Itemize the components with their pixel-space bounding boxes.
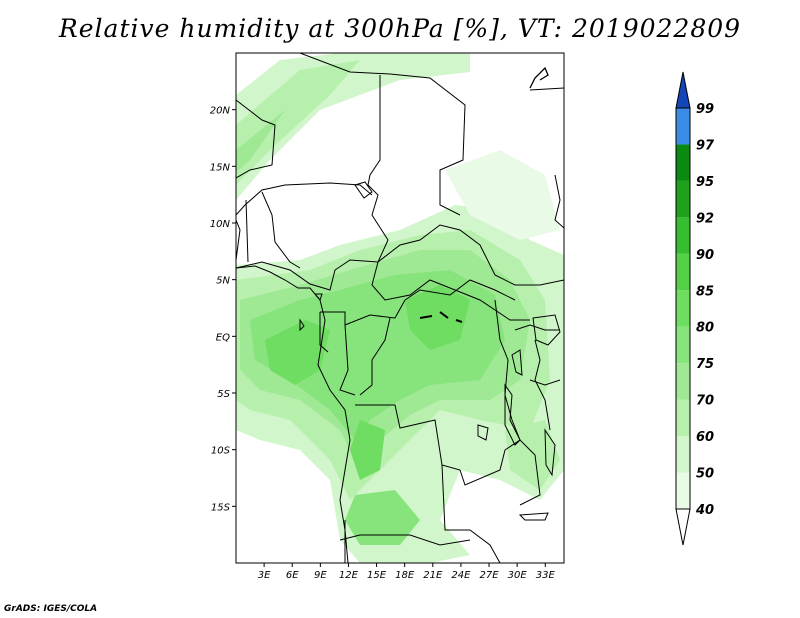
lat-tick-label: 15S (211, 502, 231, 513)
colorbar-under-arrow (675, 508, 691, 546)
latitude-axis: 20N 15N 10N 5N EQ 5S 10S 15S (210, 106, 236, 513)
country-borders (236, 53, 564, 563)
lon-tick-label: 21E (423, 570, 443, 581)
colorbar-level-label: 99 (696, 102, 714, 117)
colorbar-box (676, 399, 690, 437)
colorbar-level-label: 92 (696, 211, 714, 226)
lake-malawi (544, 428, 556, 477)
lat-tick-label: 15N (210, 162, 231, 173)
colorbar-box (676, 180, 690, 218)
lon-tick-label: 27E (480, 570, 500, 581)
colorbar-box (676, 253, 690, 291)
colorbar-frame (675, 107, 691, 510)
colorbar-level-label: 97 (696, 138, 715, 153)
colorbar-box (676, 436, 690, 473)
lake-kariba (518, 512, 549, 521)
lat-tick-label: 10S (211, 446, 231, 457)
colorbar-level-label: 60 (696, 430, 714, 445)
coastline-atlantic (236, 265, 351, 563)
river-congo-mark (419, 311, 463, 323)
colorbar-box (676, 217, 690, 254)
lat-tick-label: 10N (210, 219, 231, 230)
colorbar-level-label: 70 (696, 394, 714, 409)
lake-albert (511, 349, 523, 376)
longitude-axis: 3E 6E 9E 12E 15E 18E 21E 24E 27E 30E 33E (258, 563, 556, 581)
lon-tick-label: 30E (508, 570, 528, 581)
lon-tick-label: 9E (314, 570, 327, 581)
colorbar-over-arrow (675, 71, 691, 109)
colorbar-level-label: 85 (696, 284, 714, 299)
lat-tick-label: 20N (210, 106, 231, 117)
lon-tick-label: 12E (339, 570, 359, 581)
colorbar-box (676, 144, 690, 181)
colorbar-level-label: 75 (696, 357, 714, 372)
lon-tick-label: 24E (451, 570, 471, 581)
lon-tick-label: 33E (536, 570, 556, 581)
map-title: Relative humidity at 300hPa [%], VT: 201… (58, 14, 742, 43)
colorbar-box (676, 472, 690, 509)
colorbar-box (676, 290, 690, 327)
grads-credit: GrADS: IGES/COLA (4, 604, 98, 614)
lake-mweru (477, 424, 489, 441)
colorbar-box (676, 363, 690, 400)
colorbar-level-label: 50 (696, 467, 714, 482)
colorbar-level-label: 95 (696, 175, 714, 190)
colorbar-level-label: 90 (696, 248, 714, 263)
lat-tick-label: 5N (216, 276, 230, 287)
colorbar: 40 50 60 70 75 80 85 90 92 95 97 99 (675, 71, 715, 546)
lake-chad (354, 181, 373, 199)
lat-tick-label: 5S (217, 389, 230, 400)
lon-tick-label: 18E (395, 570, 415, 581)
lake-tanganyika (504, 383, 521, 446)
lon-tick-label: 15E (367, 570, 387, 581)
colorbar-level-label: 40 (695, 503, 714, 518)
coastline-west-africa (235, 219, 241, 261)
lon-tick-label: 3E (258, 570, 271, 581)
colorbar-box (676, 326, 690, 364)
map-frame (235, 52, 565, 564)
lake-victoria (532, 314, 561, 346)
colorbar-box (676, 108, 690, 145)
colorbar-level-label: 80 (696, 321, 714, 336)
lon-tick-label: 6E (286, 570, 299, 581)
lat-tick-label: EQ (216, 332, 230, 343)
